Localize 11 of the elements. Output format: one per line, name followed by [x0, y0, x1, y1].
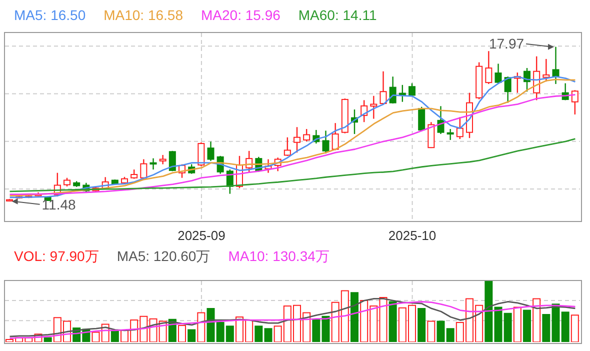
text: MA5: 120.60万 [116, 248, 210, 266]
text: MA10: 130.34万 [228, 248, 330, 266]
text: VOL: 97.90万 [14, 248, 99, 266]
text: MA60: 14.11 [298, 7, 377, 23]
text: MA5: 16.50 [14, 7, 86, 23]
annotation: 11.48 [42, 196, 76, 212]
text: MA20: 15.96 [201, 7, 280, 23]
annotation: 17.97 [488, 36, 524, 52]
text: MA10: 16.58 [104, 7, 183, 23]
x-tick-label: 2025-10 [388, 228, 436, 243]
x-tick-label: 2025-09 [178, 228, 226, 243]
